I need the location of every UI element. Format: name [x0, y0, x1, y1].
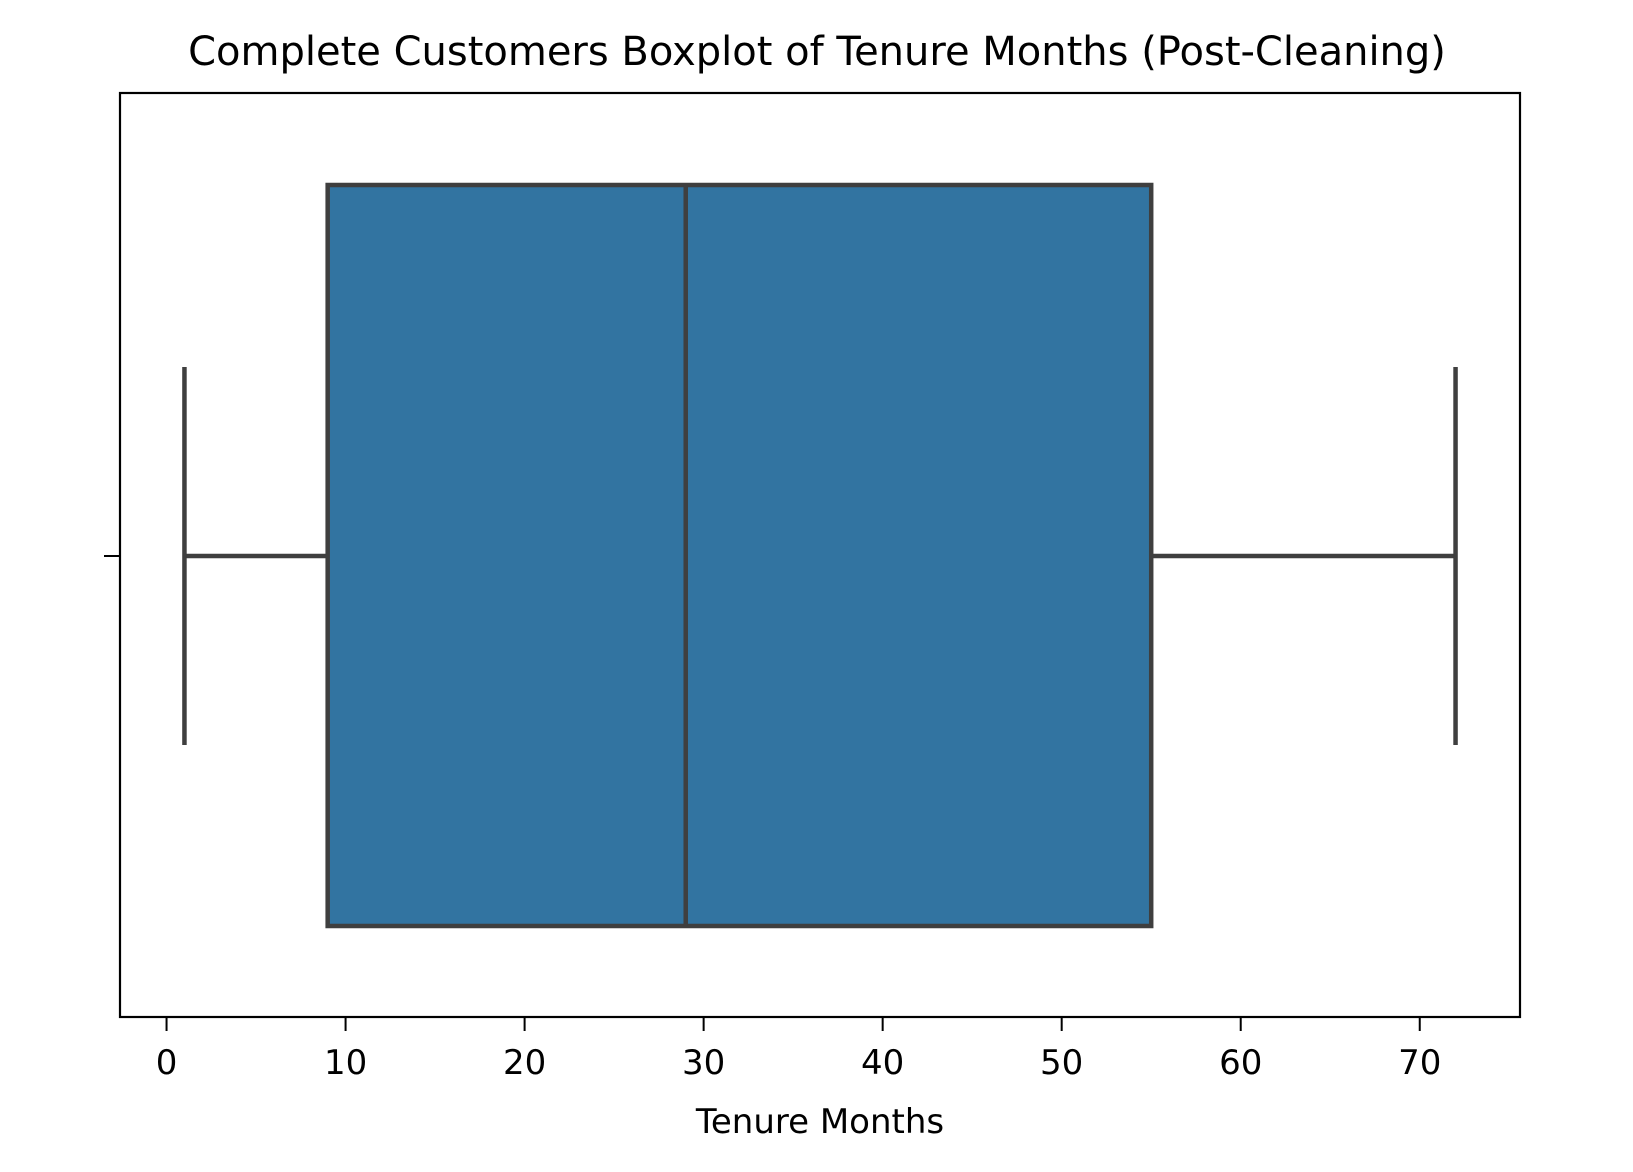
x-axis-label: Tenure Months — [695, 1102, 944, 1142]
x-tick-label: 10 — [324, 1043, 367, 1083]
x-tick-label: 30 — [682, 1043, 725, 1083]
plot-area — [182, 182, 1458, 929]
x-tick-label: 0 — [156, 1043, 178, 1083]
x-tick-label: 20 — [503, 1043, 546, 1083]
iqr-box — [325, 182, 1154, 929]
x-tick-label: 50 — [1040, 1043, 1083, 1083]
x-tick-label: 70 — [1398, 1043, 1441, 1083]
x-axis-ticks: 0 10 20 30 40 50 60 70 — [156, 1017, 1441, 1083]
x-tick-label: 40 — [861, 1043, 904, 1083]
chart-title: Complete Customers Boxplot of Tenure Mon… — [188, 29, 1446, 75]
x-tick-label: 60 — [1219, 1043, 1262, 1083]
